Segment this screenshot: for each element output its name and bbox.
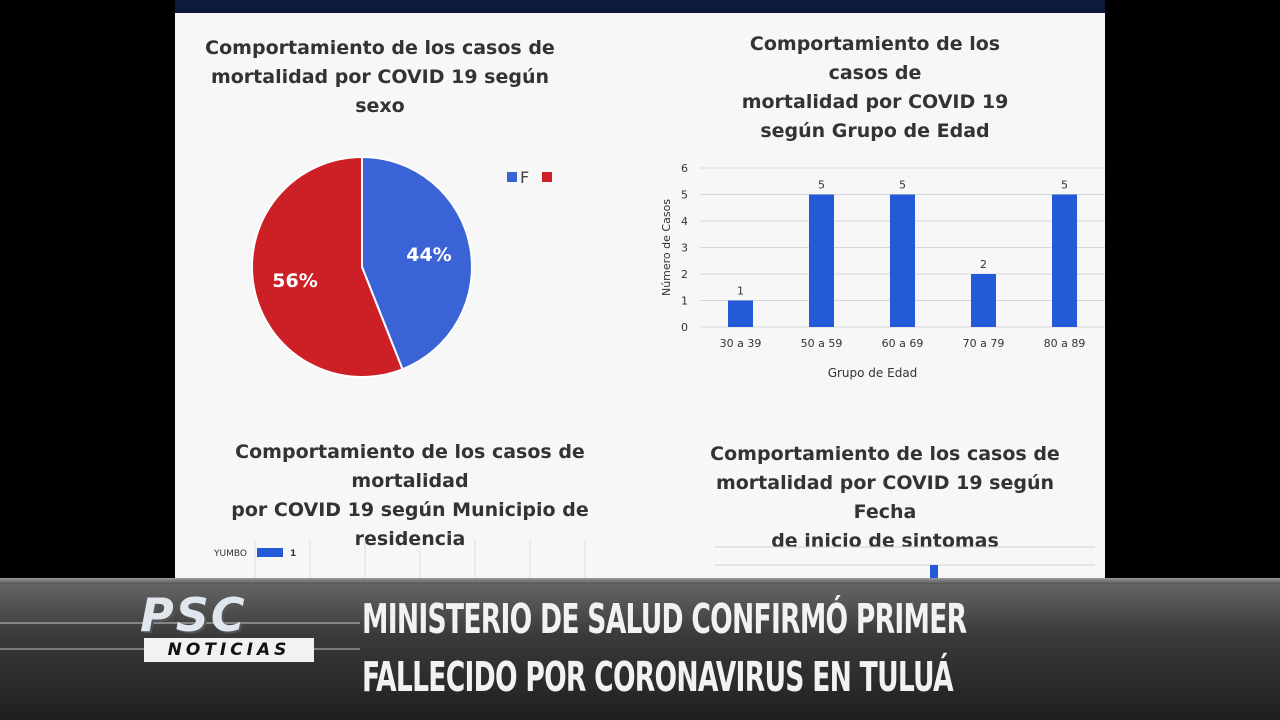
x-axis-label: Grupo de Edad xyxy=(828,366,918,380)
logo-psc-text: PSC xyxy=(140,588,247,642)
news-banner: PSC NOTICIAS MINISTERIO DE SALUD CONFIRM… xyxy=(0,578,1280,720)
y-tick-label: 4 xyxy=(681,215,688,228)
bar-70-a-79 xyxy=(971,274,996,327)
y-tick-label: 1 xyxy=(681,295,688,308)
bar-value-label: 5 xyxy=(1061,179,1068,192)
y-tick-label: 5 xyxy=(681,189,688,202)
pie-value-label: 56% xyxy=(272,270,317,292)
bar-value-label: 1 xyxy=(290,549,296,559)
x-tick-label: 70 a 79 xyxy=(963,337,1005,350)
bar-50-a-59 xyxy=(809,194,834,327)
y-tick-label: 0 xyxy=(681,321,688,334)
x-tick-label: 80 a 89 xyxy=(1044,337,1086,350)
slide-top-bar xyxy=(175,0,1105,13)
sex-chart-title: Comportamiento de los casos de mortalida… xyxy=(205,37,555,117)
y-tick-label: 3 xyxy=(681,242,688,255)
pie-slice-f xyxy=(361,155,473,371)
bar-60-a-69 xyxy=(890,194,915,327)
legend-swatch-m xyxy=(542,172,552,182)
y-axis-label: Número de Casos xyxy=(660,199,673,296)
municipio-chart-title: Comportamiento de los casos de mortalida… xyxy=(231,441,589,550)
bar-80-a-89 xyxy=(1052,194,1077,327)
age-bar-chart: 0 1 2 3 4 5 6 Número de Casos 1 30 a 39 5 50 a 59 5 6… xyxy=(660,162,1105,380)
bar-yumbo xyxy=(257,548,283,557)
headline: MINISTERIO DE SALUD CONFIRMÓ PRIMER FALL… xyxy=(362,590,1010,706)
legend-label-f: F xyxy=(520,168,529,187)
age-chart-title: Comportamiento de los casos de mortalida… xyxy=(741,33,1009,142)
pie-slice-m xyxy=(251,155,404,378)
logo-noticias-text: NOTICIAS xyxy=(144,638,314,662)
x-tick-label: 60 a 69 xyxy=(882,337,924,350)
bar-30-a-39 xyxy=(728,300,753,327)
bar-value-label: 2 xyxy=(980,258,987,271)
bar-value-label: 5 xyxy=(899,179,906,192)
category-label: YUMBO xyxy=(213,549,247,559)
y-tick-label: 6 xyxy=(681,162,688,175)
headline-line-2: FALLECIDO POR CORONAVIRUS EN TULUÁ xyxy=(362,653,954,701)
channel-logo: PSC NOTICIAS xyxy=(110,588,360,662)
bar-value-label: 5 xyxy=(818,179,825,192)
sex-pie-chart: 44%56%FM xyxy=(251,155,552,378)
pie-value-label: 44% xyxy=(406,244,451,266)
x-tick-label: 30 a 39 xyxy=(720,337,762,350)
headline-line-1: MINISTERIO DE SALUD CONFIRMÓ PRIMER xyxy=(362,595,967,643)
banner-stripe xyxy=(0,622,360,624)
legend-swatch-f xyxy=(507,172,517,182)
x-tick-label: 50 a 59 xyxy=(801,337,843,350)
bar-value-label: 1 xyxy=(737,285,744,298)
y-tick-label: 2 xyxy=(681,268,688,281)
